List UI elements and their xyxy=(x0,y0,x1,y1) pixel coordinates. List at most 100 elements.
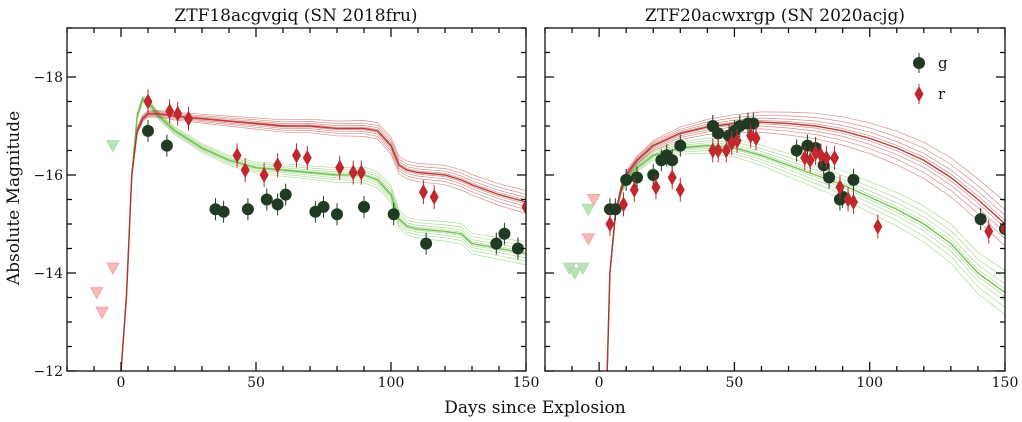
data-point-r xyxy=(835,179,845,196)
model-curve-g-left xyxy=(120,99,526,371)
data-point-r xyxy=(302,149,312,166)
upper-limit-r xyxy=(581,233,596,246)
data-point-r xyxy=(732,132,742,149)
data-point-r xyxy=(292,147,301,164)
upper-limit-r xyxy=(586,194,601,207)
ticks-left xyxy=(66,27,527,372)
data-point-g xyxy=(620,173,633,186)
model-curve-r-left xyxy=(120,109,526,369)
model-curve-g-left xyxy=(120,99,526,371)
model-curve-r-left xyxy=(120,111,526,370)
data-point-g xyxy=(511,242,524,255)
upper-limit-g xyxy=(567,267,582,281)
panel-left: 0 50 100 150 −12 −14 −16 −18 xyxy=(33,27,540,391)
data-point-g xyxy=(974,213,987,226)
x-tick-label: 50 xyxy=(247,375,265,391)
model-curve-r-left xyxy=(120,112,526,371)
legend: g r xyxy=(913,53,948,104)
y-tick-label: −18 xyxy=(33,70,63,86)
data-point-g xyxy=(790,144,803,157)
model-curve-g-left xyxy=(120,100,526,371)
panel-right: 0 50 100 150 xyxy=(544,27,1018,391)
plot-frame-right xyxy=(544,27,1006,372)
data-point-r xyxy=(830,149,840,166)
model-curve-g-right xyxy=(606,150,1005,371)
data-point-r xyxy=(232,147,242,164)
data-point-g xyxy=(331,208,343,221)
data-point-r xyxy=(1000,220,1005,237)
upper-limit-r xyxy=(106,262,120,276)
data-point-r xyxy=(273,157,283,174)
data-point-r xyxy=(651,179,661,196)
x-tick-label: 150 xyxy=(513,375,540,391)
model-curve-r-left xyxy=(120,112,526,371)
upper-limit-r xyxy=(89,287,104,300)
data-point-r xyxy=(184,110,193,127)
model-curve-g-left xyxy=(120,95,526,369)
upper-limit-r xyxy=(95,306,109,320)
data-point-r xyxy=(240,162,250,179)
data-point-r xyxy=(873,218,883,235)
model-curve-g-right xyxy=(606,148,1005,371)
x-tick-label: 100 xyxy=(856,375,883,391)
x-tick-label: 0 xyxy=(117,375,126,391)
data-point-g xyxy=(498,227,511,240)
x-tick-label: 100 xyxy=(378,375,405,391)
model-curve-g-left xyxy=(120,101,526,371)
model-curve-r-left xyxy=(120,115,526,371)
model-curve-g-left xyxy=(120,97,526,371)
data-point-r xyxy=(713,142,723,159)
data-point-r xyxy=(429,189,439,206)
data-point-g xyxy=(387,208,400,221)
data-point-r xyxy=(629,181,639,198)
data-point-r xyxy=(165,103,175,120)
plot-frame-left xyxy=(66,27,527,372)
data-point-r xyxy=(605,216,615,232)
model-curve-r-left xyxy=(120,114,526,371)
x-tick-label: 50 xyxy=(725,375,743,391)
x-tick-label: 0 xyxy=(595,375,604,391)
data-point-r xyxy=(173,105,183,122)
data-point-r xyxy=(984,223,994,240)
data-point-r xyxy=(618,196,628,213)
y-tick-label: −16 xyxy=(33,168,63,184)
data-point-r xyxy=(721,142,731,159)
data-point-g xyxy=(631,171,643,184)
data-point-g xyxy=(217,205,230,218)
model-curve-g-right xyxy=(606,152,1005,371)
upper-limit-g xyxy=(576,262,590,276)
data-point-r xyxy=(667,169,677,186)
data-point-g xyxy=(674,139,687,152)
model-curve-r-right xyxy=(606,131,1005,371)
data-point-g xyxy=(747,117,760,130)
data-point-r xyxy=(259,167,269,183)
data-point-g xyxy=(358,200,370,213)
data-point-g xyxy=(712,127,725,140)
data-point-r xyxy=(348,164,358,181)
data-point-g xyxy=(279,188,292,201)
data-point-r xyxy=(848,193,858,210)
data-point-r xyxy=(708,142,718,159)
data-point-g xyxy=(317,200,330,213)
data-point-r xyxy=(335,159,345,176)
data-point-g xyxy=(420,237,433,250)
data-point-g xyxy=(241,203,254,216)
data-point-r xyxy=(821,149,831,166)
x-axis-label: Days since Explosion xyxy=(444,398,626,418)
ticks-right xyxy=(544,27,1006,372)
upper-limit-g xyxy=(581,203,596,217)
model-curve-r-left xyxy=(120,113,526,371)
data-point-g xyxy=(609,203,622,216)
data-point-g xyxy=(160,139,173,152)
panel-right-title: ZTF20acwxrgp (SN 2020acjg) xyxy=(645,6,905,26)
data-point-r xyxy=(805,152,815,169)
model-curve-g-left xyxy=(120,98,526,371)
data-point-r xyxy=(143,93,153,110)
data-point-r xyxy=(418,184,428,201)
data-point-g xyxy=(666,154,679,167)
data-point-r xyxy=(751,130,761,147)
data-point-g xyxy=(142,124,154,137)
data-point-g xyxy=(271,198,284,211)
model-curve-g-right xyxy=(606,137,1005,369)
